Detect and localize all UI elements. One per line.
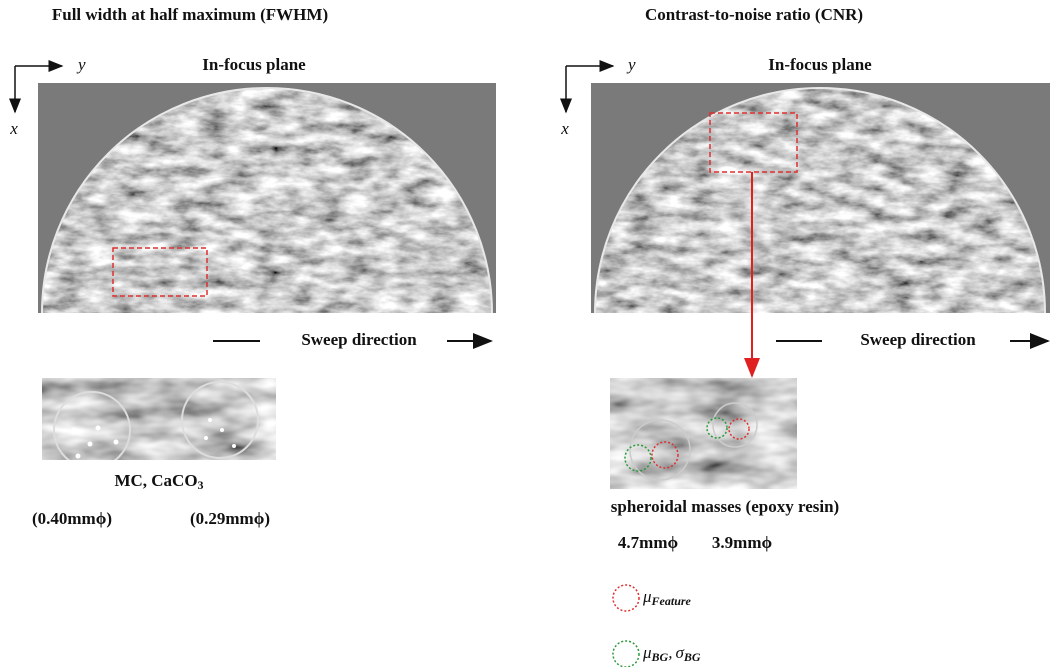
axis-x-label: x xyxy=(9,119,18,138)
axis-y-label: y xyxy=(626,55,636,74)
legend-label: μBG,σBG xyxy=(642,643,701,664)
panel-title: Contrast-to-noise ratio (CNR) xyxy=(645,5,863,24)
image xyxy=(38,83,496,313)
size-label: 4.7mmϕ xyxy=(618,533,678,552)
caption: spheroidal masses (epoxy resin) xyxy=(611,497,839,516)
image xyxy=(591,83,1050,376)
legend-swatch xyxy=(613,585,639,611)
panel-title: Full width at half maximum (FWHM) xyxy=(52,5,328,24)
caption: MC, CaCO3 xyxy=(114,471,203,492)
axis-x-label: x xyxy=(560,119,569,138)
image-label: In-focus plane xyxy=(202,55,306,74)
crop-image xyxy=(610,378,797,489)
size-label: (0.29mmϕ) xyxy=(190,509,270,528)
crop-image xyxy=(42,378,276,469)
legend-label: μFeature xyxy=(642,587,692,608)
size-label: (0.40mmϕ) xyxy=(32,509,112,528)
figure: Full width at half maximum (FWHM) y x In… xyxy=(0,0,1050,667)
sweep-label: Sweep direction xyxy=(301,330,417,349)
axis-y-label: y xyxy=(76,55,86,74)
legend-swatch xyxy=(613,641,639,667)
sweep-label: Sweep direction xyxy=(860,330,976,349)
image-label: In-focus plane xyxy=(768,55,872,74)
size-label: 3.9mmϕ xyxy=(712,533,772,552)
